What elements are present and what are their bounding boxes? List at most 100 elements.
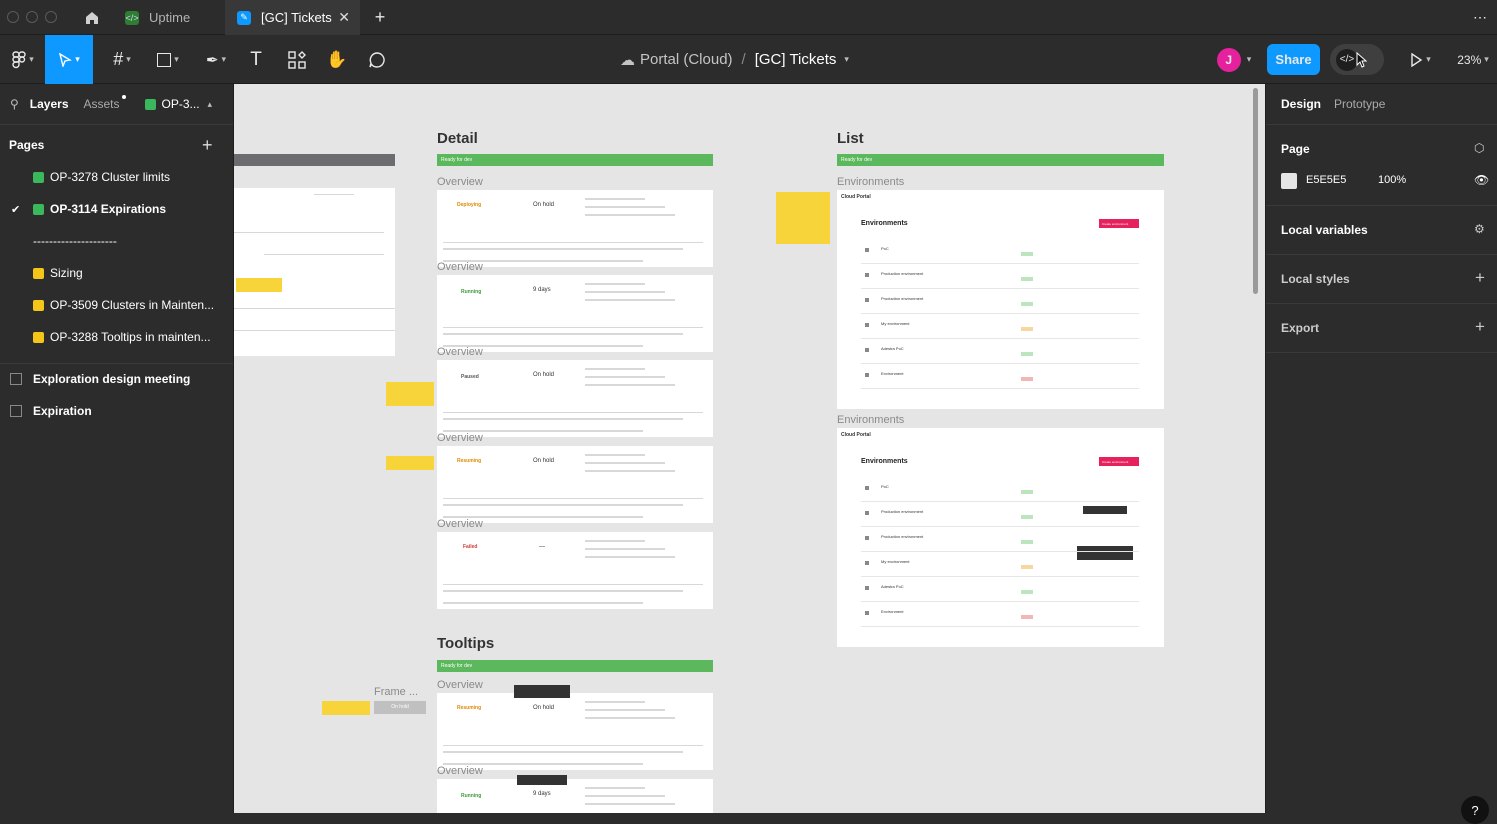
page-item[interactable]: OP-3288 Tooltips in mainten... — [0, 328, 233, 346]
page-switcher-label: OP-3... — [161, 97, 200, 111]
move-tool-button[interactable]: ▾ — [45, 35, 93, 84]
tab-uptime[interactable]: </> Uptime — [113, 0, 223, 35]
expiration-label: 9 days — [533, 791, 551, 797]
status-badge — [1021, 565, 1033, 569]
frame-label[interactable]: Overview — [437, 679, 483, 691]
canvas-scrollbar[interactable] — [1253, 88, 1258, 294]
frame-label[interactable]: Overview — [437, 432, 483, 444]
add-page-icon[interactable]: + — [202, 134, 213, 155]
frame-label[interactable]: Overview — [437, 765, 483, 777]
frame-label[interactable]: Overview — [437, 346, 483, 358]
partial-frame[interactable] — [234, 188, 395, 356]
frame-label[interactable]: Environments — [837, 176, 905, 188]
help-icon[interactable]: ? — [1461, 796, 1489, 824]
page-item[interactable]: OP-3278 Cluster limits — [0, 168, 233, 186]
page-item-selected[interactable]: ✔ OP-3114 Expirations — [0, 200, 233, 218]
frame-label[interactable]: Overview — [437, 176, 483, 188]
project-name[interactable]: Portal (Cloud) — [640, 51, 733, 68]
tab-layers[interactable]: Layers — [29, 97, 69, 111]
overview-frame[interactable]: Resuming On hold — [437, 693, 713, 770]
rectangle-icon — [157, 52, 172, 67]
sticky-note[interactable] — [386, 382, 434, 406]
sticky-note[interactable] — [776, 192, 830, 244]
local-variables-title[interactable]: Local variables — [1281, 223, 1368, 237]
multiplayer-avatar-button[interactable]: J ▾ — [1210, 35, 1258, 84]
page-switcher[interactable]: OP-3... ▴ — [144, 97, 212, 111]
state-label: Running — [461, 793, 482, 799]
export-title: Export — [1281, 321, 1320, 335]
page-color-value[interactable]: E5E5E5 — [1306, 174, 1347, 186]
close-tab-icon[interactable]: ✕ — [338, 9, 350, 25]
frame-icon — [10, 373, 22, 385]
pen-tool-button[interactable]: ✒ ▾ — [205, 51, 227, 69]
add-style-icon[interactable]: + — [1475, 268, 1485, 287]
pages-header: Pages + — [0, 134, 233, 155]
left-panel-tabs: ⚲ Layers Assets OP-3... ▴ — [0, 94, 233, 114]
window-maximize-button[interactable] — [45, 11, 57, 23]
overview-frame[interactable]: Running 9 days — [437, 275, 713, 352]
page-item[interactable]: OP-3509 Clusters in Mainten... — [0, 296, 233, 314]
search-icon[interactable]: ⚲ — [10, 97, 19, 111]
share-button[interactable]: Share — [1267, 44, 1320, 75]
present-button[interactable]: ▾ — [1400, 35, 1440, 84]
hand-tool-icon[interactable]: ✋ — [326, 49, 348, 69]
environments-frame[interactable]: Cloud Portal Environments Create environ… — [837, 428, 1164, 647]
overview-frame[interactable]: Failed — — [437, 532, 713, 609]
canvas[interactable]: Detail Ready for dev Overview Deploying … — [234, 84, 1265, 813]
cursor-icon — [59, 52, 73, 67]
environment-icon — [865, 586, 869, 590]
page-item[interactable]: --------------------- — [0, 232, 233, 250]
comment-tool-icon[interactable] — [364, 35, 390, 84]
eye-icon[interactable]: 👁 — [1474, 173, 1490, 187]
state-label: Resuming — [457, 705, 482, 711]
tab-gc-tickets[interactable]: ✎ [GC] Tickets ✕ — [225, 0, 360, 35]
zoom-menu[interactable]: 23% ▾ — [1457, 52, 1489, 67]
frame-label[interactable]: Overview — [437, 261, 483, 273]
sticky-note[interactable] — [236, 278, 282, 292]
tooltips-section-title: Tooltips — [437, 635, 495, 652]
page-color-swatch[interactable] — [1281, 173, 1297, 189]
text-tool-icon[interactable]: T — [250, 48, 262, 70]
detail-section-title: Detail — [437, 130, 478, 147]
status-badge — [1021, 590, 1033, 594]
tab-assets[interactable]: Assets — [83, 95, 126, 111]
main-menu-button[interactable]: ▾ — [4, 35, 42, 84]
overview-frame[interactable]: Paused On hold — [437, 360, 713, 437]
layer-item[interactable]: Expiration — [0, 402, 233, 420]
shape-tool-button[interactable]: ▾ — [148, 35, 188, 84]
dev-mode-toggle[interactable]: </> — [1330, 44, 1384, 75]
file-name[interactable]: [GC] Tickets — [754, 51, 837, 68]
status-badge — [1021, 352, 1033, 356]
styles-hexagon-icon[interactable]: ⬡ — [1474, 141, 1485, 155]
variables-sliders-icon[interactable]: ⚙ — [1474, 222, 1485, 236]
environments-frame[interactable]: Cloud Portal Environments Create environ… — [837, 190, 1164, 409]
resources-icon[interactable] — [284, 35, 310, 84]
frame-tool-button[interactable]: # ▾ — [113, 49, 131, 69]
tooltip — [1083, 506, 1127, 514]
unread-dot — [121, 95, 126, 99]
home-icon[interactable] — [72, 0, 112, 35]
frame-label[interactable]: Overview — [437, 518, 483, 530]
tab-assets-label: Assets — [83, 97, 120, 111]
environment-name: PoC — [881, 484, 889, 489]
tab-prototype[interactable]: Prototype — [1334, 97, 1386, 111]
overview-frame[interactable]: Running 9 days — [437, 779, 713, 813]
overview-frame[interactable]: Resuming On hold — [437, 446, 713, 523]
sticky-note[interactable] — [322, 701, 370, 715]
page-item[interactable]: Sizing — [0, 264, 233, 282]
sticky-note[interactable] — [386, 456, 434, 470]
layer-item[interactable]: Exploration design meeting — [0, 370, 233, 388]
add-export-icon[interactable]: + — [1475, 317, 1485, 336]
more-menu-icon[interactable]: ⋯ — [1473, 9, 1487, 25]
page-opacity-value[interactable]: 100% — [1378, 174, 1407, 186]
frame-label[interactable]: Environments — [837, 414, 905, 426]
on-hold-chip[interactable]: On hold — [374, 701, 426, 714]
window-minimize-button[interactable] — [26, 11, 38, 23]
window-close-button[interactable] — [7, 11, 19, 23]
status-badge — [1021, 277, 1033, 281]
frame-label[interactable]: Frame ... — [374, 686, 419, 698]
status-badge — [1021, 515, 1033, 519]
tab-design[interactable]: Design — [1281, 97, 1322, 111]
overview-frame[interactable]: Deploying On hold — [437, 190, 713, 267]
new-tab-icon[interactable]: + — [374, 7, 386, 27]
